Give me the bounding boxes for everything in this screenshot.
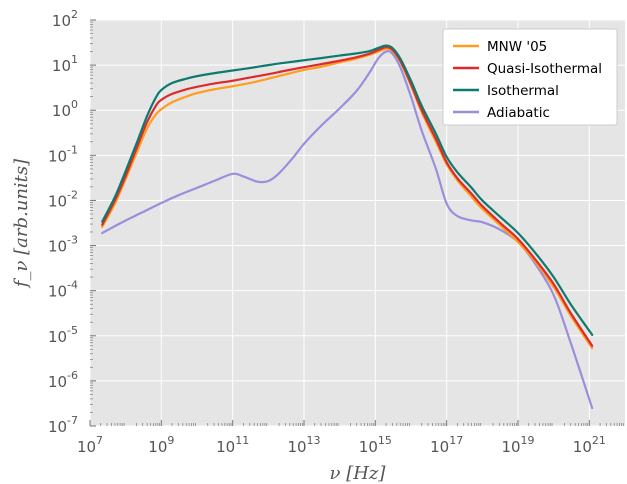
- legend-box: [442, 28, 618, 126]
- legend-label: Adiabatic: [487, 105, 550, 121]
- y-tick-label: 101: [52, 53, 78, 75]
- y-axis-label: f_ν [arb.units]: [11, 158, 32, 289]
- legend-label: Quasi-Isothermal: [487, 61, 602, 77]
- x-tick-label: 109: [148, 434, 174, 456]
- y-tick-label: 10-6: [48, 369, 78, 391]
- y-tick-label: 100: [52, 98, 78, 120]
- legend: MNW '05 Quasi-Isothermal Isothermal Adiabat…: [442, 28, 618, 126]
- x-tick-label: 1013: [287, 434, 320, 456]
- tick-labels: 107 109 1011 1013 1015 1017 1019 1021 10-7 10-6 10…: [48, 8, 606, 456]
- x-axis-label: ν [Hz]: [330, 463, 387, 484]
- axis-ticks: [89, 19, 624, 427]
- series-line-mnw-05: [101, 47, 594, 350]
- legend-label: Isothermal: [487, 83, 559, 99]
- x-tick-label: 1021: [573, 434, 606, 456]
- y-tick-label: 10-7: [48, 414, 78, 436]
- series-lines: [101, 44, 594, 410]
- y-tick-label: 10-5: [48, 324, 78, 346]
- y-tick-label: 10-4: [48, 279, 78, 301]
- y-tick-label: 102: [52, 8, 78, 30]
- legend-label: MNW '05: [487, 39, 547, 55]
- y-tick-label: 10-3: [48, 234, 78, 256]
- y-tick-label: 10-1: [48, 143, 78, 165]
- x-tick-label: 1011: [216, 434, 249, 456]
- y-tick-label: 10-2: [48, 188, 78, 210]
- x-tick-label: 107: [77, 434, 103, 456]
- series-line-adiabatic: [101, 50, 594, 410]
- x-tick-label: 1015: [359, 434, 392, 456]
- x-tick-label: 1017: [430, 434, 463, 456]
- series-line-quasi-isothermal: [101, 46, 594, 347]
- x-tick-label: 1019: [501, 434, 534, 456]
- series-line-isothermal: [101, 44, 594, 336]
